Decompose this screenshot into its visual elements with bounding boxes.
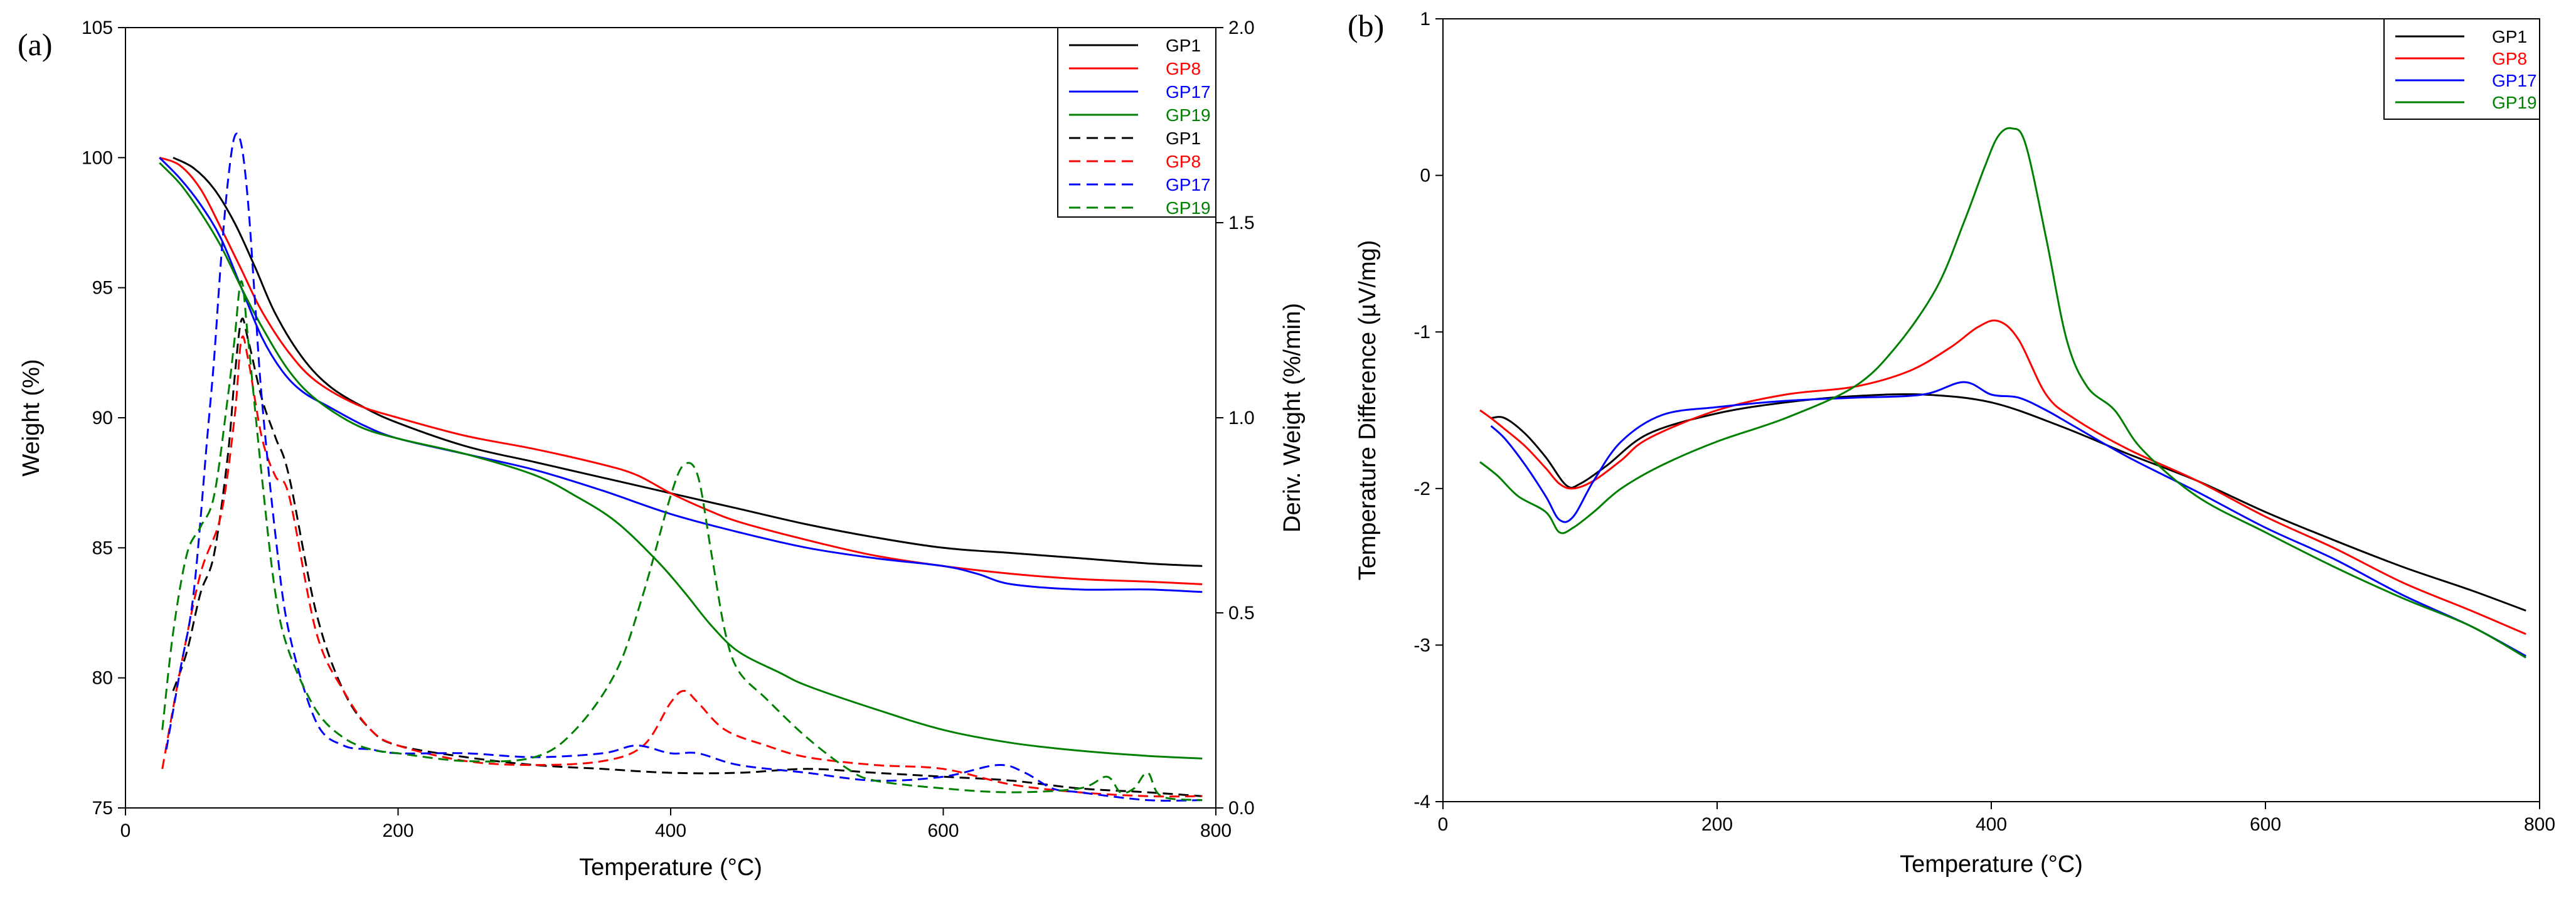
panel-b-ytick-label: -1	[1413, 322, 1430, 342]
panel-a-legend-label-gp8: GP8	[1166, 152, 1201, 171]
panel-b-series-gp8-line	[1479, 319, 2526, 635]
panel-b-series	[1479, 127, 2526, 659]
panel-a-series-gp8-deriv-line	[161, 335, 1203, 798]
panel-a-label: (a)	[18, 27, 53, 62]
panel-b-label: (b)	[1348, 8, 1384, 43]
panel-a-x-axis-label: Temperature (°C)	[579, 854, 762, 881]
panel-b-series-gp17-line	[1490, 381, 2526, 657]
panel-a-y2tick-label: 1.0	[1228, 408, 1255, 428]
panel-b-ytick-label: 1	[1420, 9, 1430, 29]
panel-b-xtick-label: 400	[1976, 814, 2007, 835]
panel-a-xtick-label: 800	[1200, 820, 1232, 841]
panel-b-series-gp19-line	[1479, 127, 2526, 659]
panel-a-legend-label-gp19: GP19	[1166, 198, 1211, 218]
panel-b-ytick-label: -4	[1413, 792, 1430, 812]
panel-a-x-axis: 0 200 400 600 800	[120, 808, 1232, 841]
panel-b-legend-label-gp17: GP17	[2492, 71, 2537, 90]
panel-a-right-axis-label: Deriv. Weight (%/min)	[1279, 303, 1306, 533]
panel-b-x-axis: 0 200 400 600 800	[1438, 802, 2555, 835]
panel-b-ytick-label: -3	[1413, 635, 1430, 656]
panel-a-ytick-label: 80	[92, 668, 113, 689]
panel-a-y2tick-label: 2.0	[1228, 18, 1255, 38]
panel-b-xtick-label: 600	[2250, 814, 2281, 835]
panel-a-series-gp17-deriv-line	[165, 132, 1203, 802]
panel-a-ytick-label: 90	[92, 408, 113, 428]
panel-a-legend-label-gp1: GP1	[1166, 129, 1201, 148]
panel-a-legend-label-gp17: GP17	[1166, 82, 1211, 102]
panel-a-xtick-label: 200	[382, 820, 413, 841]
panel-a-y2tick-label: 0.0	[1228, 798, 1255, 819]
panel-a-legend-label-gp17: GP17	[1166, 175, 1211, 194]
panel-a-ytick-label: 100	[82, 147, 113, 168]
panel-a-ytick-label: 95	[92, 278, 113, 299]
panel-b-y-axis: -4 -3 -2 -1 0 1	[1413, 9, 1443, 812]
panel-a-xtick-label: 600	[927, 820, 959, 841]
panel-a-xtick-label: 400	[655, 820, 686, 841]
panel-a-ytick-label: 105	[82, 18, 113, 38]
panel-a-legend-label-gp1: GP1	[1166, 36, 1201, 55]
panel-b-x-axis-label: Temperature (°C)	[1900, 851, 2083, 878]
panel-a-y2tick-label: 0.5	[1228, 603, 1255, 624]
panel-a-legend-label-gp8: GP8	[1166, 59, 1201, 78]
panel-b-xtick-label: 0	[1438, 814, 1449, 835]
panel-a-series-gp1-weight-line	[173, 156, 1203, 567]
panel-b-legend-label-gp19: GP19	[2492, 93, 2537, 112]
panel-b-legend: GP1 GP8 GP17 GP19	[2383, 18, 2540, 120]
panel-b-xtick-label: 200	[1701, 814, 1733, 835]
panel-b-ytick-label: 0	[1420, 166, 1430, 186]
panel-a-series-gp8-weight-line	[159, 156, 1203, 585]
panel-a-legend-label-gp19: GP19	[1166, 105, 1211, 125]
panel-a-left-axis: 75 80 85 90 95 100 105	[82, 18, 125, 819]
panel-b-legend-label-gp8: GP8	[2492, 49, 2527, 68]
panel-a-legend: GP1 GP8 GP17 GP19 GP1 GP8 GP17 GP19	[1057, 27, 1216, 218]
panel-a-series-gp19-deriv-line	[161, 280, 1203, 802]
panel-b-ytick-label: -2	[1413, 479, 1430, 499]
panel-a: (a) 75 80 85 90 95 100 105 0.0 0.5 1.0 1.5 2.0 0 20…	[18, 18, 1306, 881]
panel-b-xtick-label: 800	[2524, 814, 2555, 835]
panel-a-y2tick-label: 1.5	[1228, 213, 1255, 233]
panel-b-plot-frame	[1442, 18, 2540, 802]
panel-a-y-axis-label: Weight (%)	[18, 359, 45, 476]
panel-a-legend-box	[1057, 27, 1216, 218]
panel-a-plot-frame	[125, 27, 1216, 809]
panel-a-xtick-label: 0	[120, 820, 131, 841]
panel-a-series-gp19-weight-line	[159, 162, 1203, 760]
panel-a-right-axis: 0.0 0.5 1.0 1.5 2.0	[1216, 18, 1255, 819]
panel-b-legend-label-gp1: GP1	[2492, 27, 2527, 46]
panel-a-ytick-label: 85	[92, 538, 113, 558]
panel-a-series	[159, 132, 1203, 802]
panel-a-ytick-label: 75	[92, 798, 113, 819]
panel-b: (b) -4 -3 -2 -1 0 1 0 200 400 600 800 Temperature…	[1348, 8, 2555, 878]
panel-b-series-gp1-line	[1491, 393, 2526, 612]
panel-b-y-axis-label: Temperature Difference (µV/mg)	[1355, 240, 1381, 581]
